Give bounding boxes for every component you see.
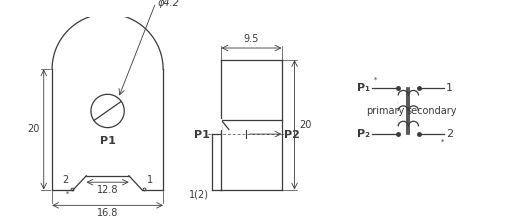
- Text: 2: 2: [62, 175, 69, 185]
- Text: 16.8: 16.8: [97, 208, 118, 218]
- Text: primary: primary: [366, 106, 404, 116]
- Text: 1: 1: [146, 175, 153, 185]
- Text: *: *: [374, 77, 378, 83]
- Text: 1(2): 1(2): [190, 190, 210, 200]
- Text: *: *: [67, 190, 70, 196]
- Text: 2: 2: [446, 129, 454, 139]
- Text: 20: 20: [299, 120, 312, 130]
- Text: 9.5: 9.5: [244, 34, 259, 44]
- Text: secondary: secondary: [406, 106, 457, 116]
- Text: P₁: P₁: [357, 83, 371, 93]
- Text: 20: 20: [27, 125, 40, 135]
- Text: P2: P2: [285, 130, 300, 140]
- Text: 1: 1: [446, 83, 454, 93]
- Text: 12.8: 12.8: [97, 185, 118, 195]
- Text: P1: P1: [100, 136, 116, 146]
- Text: *: *: [441, 139, 444, 145]
- Text: P₂: P₂: [357, 129, 371, 139]
- Text: φ4.2: φ4.2: [157, 0, 180, 8]
- Text: P1: P1: [194, 130, 210, 140]
